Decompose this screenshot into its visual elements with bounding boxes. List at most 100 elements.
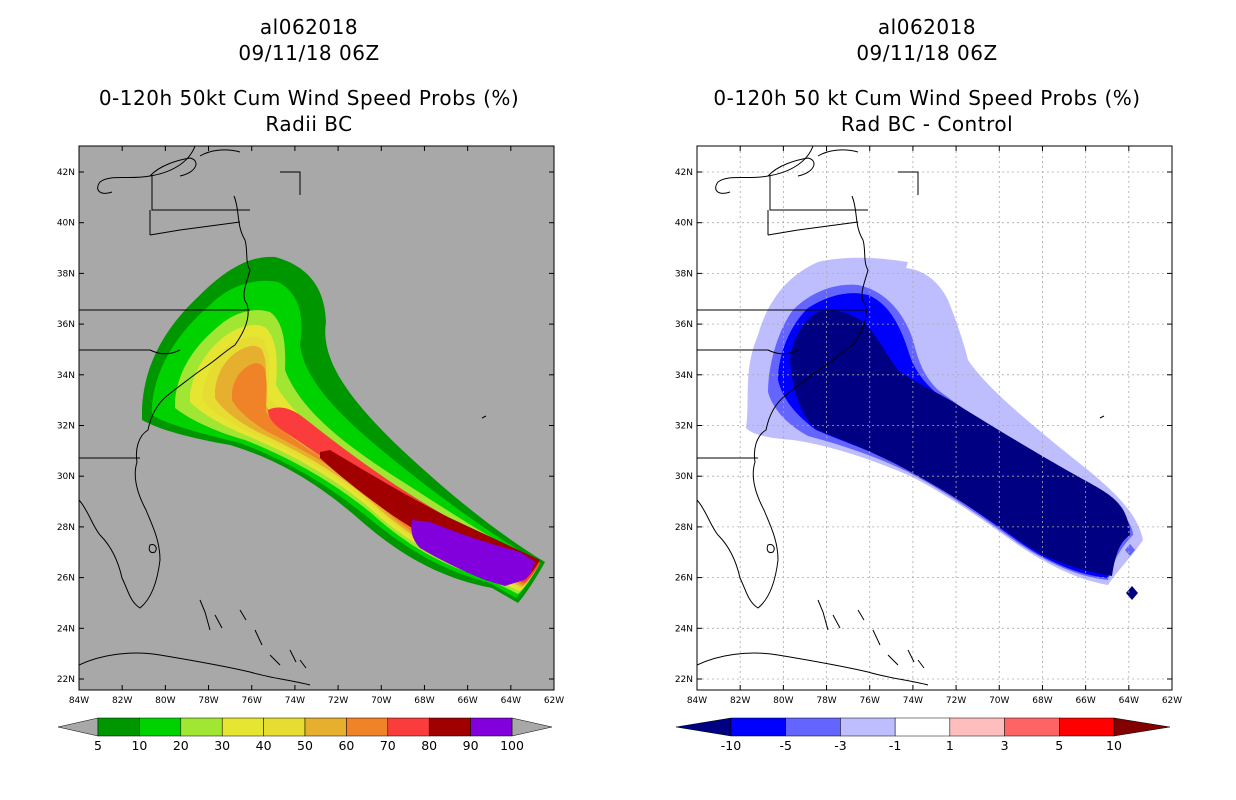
lat-tick-label: 38N bbox=[57, 269, 75, 279]
lat-tick-label: 36N bbox=[675, 320, 693, 330]
colorbar-label: 30 bbox=[214, 738, 230, 753]
panel-radii-bc: al062018 09/11/18 06Z 0-120h 50kt Cum Wi… bbox=[0, 14, 618, 753]
lon-tick-label: 62W bbox=[1162, 696, 1182, 706]
us-inland-borders bbox=[697, 171, 919, 459]
contour-minus-10 bbox=[790, 310, 1130, 576]
colorbar-label: 50 bbox=[297, 738, 313, 753]
cuba-coast bbox=[79, 652, 311, 686]
lat-tick-label: 32N bbox=[675, 422, 693, 432]
colorbar-label: 40 bbox=[256, 738, 272, 753]
lat-tick-label: 32N bbox=[57, 422, 75, 432]
colorbar-swatch bbox=[1004, 717, 1060, 737]
title-block: al062018 09/11/18 06Z 0-120h 50 kt Cum W… bbox=[618, 14, 1236, 137]
datetime: 09/11/18 06Z bbox=[856, 41, 998, 65]
great-lakes bbox=[149, 149, 241, 177]
lon-tick-label: 82W bbox=[730, 696, 750, 706]
colorbar-swatch bbox=[221, 717, 264, 737]
lon-tick-label: 74W bbox=[285, 696, 305, 706]
colorbar-label: 100 bbox=[500, 738, 524, 753]
lon-tick-label: 84W bbox=[687, 696, 707, 706]
datetime: 09/11/18 06Z bbox=[238, 41, 380, 65]
colorbar-label: 10 bbox=[1106, 738, 1122, 753]
colorbar-swatch bbox=[785, 717, 841, 737]
difference-contours bbox=[746, 257, 1143, 600]
colorbar-swatch bbox=[894, 717, 951, 737]
lat-tick-label: 28N bbox=[675, 523, 693, 533]
lon-tick-label: 68W bbox=[414, 696, 434, 706]
storm-id: al062018 bbox=[877, 15, 977, 39]
lon-tick-label: 66W bbox=[457, 696, 477, 706]
colorbar-right-arrow bbox=[511, 717, 553, 737]
plot-title: 0-120h 50kt Cum Wind Speed Probs (%) bbox=[98, 86, 520, 110]
colorbar-label: -3 bbox=[834, 738, 846, 753]
colorbar-swatch bbox=[139, 717, 182, 737]
colorbar-label: -10 bbox=[721, 738, 741, 753]
colorbar-label: 60 bbox=[338, 738, 354, 753]
lon-tick-label: 82W bbox=[112, 696, 132, 706]
colorbar-label: -5 bbox=[779, 738, 791, 753]
colorbar-swatch bbox=[949, 717, 1005, 737]
axis-ticks: 42N 40N 38N 36N 34N 32N 30N 28N 26N 24N 22N 84W 82W 8… bbox=[675, 146, 1182, 706]
great-lakes bbox=[767, 149, 859, 177]
grid-lines bbox=[697, 146, 1172, 690]
lat-tick-label: 40N bbox=[57, 219, 75, 229]
coastlines bbox=[79, 146, 487, 686]
probability-contours bbox=[142, 256, 545, 603]
lat-tick-label: 24N bbox=[57, 624, 75, 634]
us-inland-borders bbox=[79, 171, 301, 459]
panel-rad-bc-control: al062018 09/11/18 06Z 0-120h 50 kt Cum W… bbox=[618, 0, 1236, 800]
lat-tick-label: 28N bbox=[57, 523, 75, 533]
bermuda bbox=[1099, 415, 1105, 419]
lat-tick-label: 24N bbox=[675, 624, 693, 634]
colorbar-swatch bbox=[1059, 717, 1115, 737]
map-svg: 42N 40N 38N 36N 34N 32N 30N 28N 26N 24N 22N 84W 82W 8… bbox=[675, 145, 1182, 753]
title-block: al062018 09/11/18 06Z 0-120h 50kt Cum Wi… bbox=[0, 14, 618, 137]
colorbar-right-arrow bbox=[1113, 717, 1171, 737]
lat-tick-label: 30N bbox=[57, 472, 75, 482]
lon-tick-label: 64W bbox=[501, 696, 521, 706]
lon-tick-label: 78W bbox=[816, 696, 836, 706]
bermuda bbox=[481, 415, 487, 419]
lon-tick-label: 62W bbox=[544, 696, 564, 706]
colorbar-swatch bbox=[346, 717, 389, 737]
us-east-coastline bbox=[697, 146, 869, 609]
contour-90 bbox=[411, 520, 535, 586]
lon-tick-label: 74W bbox=[903, 696, 923, 706]
lat-tick-label: 38N bbox=[675, 269, 693, 279]
colorbar-label: 80 bbox=[421, 738, 437, 753]
lon-tick-label: 80W bbox=[155, 696, 175, 706]
colorbar-label: 90 bbox=[463, 738, 479, 753]
colorbar-label: -1 bbox=[889, 738, 901, 753]
colorbar-label: 3 bbox=[1001, 738, 1009, 753]
colorbar-swatch bbox=[387, 717, 430, 737]
lon-tick-label: 68W bbox=[1032, 696, 1052, 706]
lat-tick-label: 36N bbox=[57, 320, 75, 330]
difference-spot-minus-3 bbox=[1125, 544, 1135, 556]
lon-tick-label: 76W bbox=[242, 696, 262, 706]
colorbar-label: 1 bbox=[946, 738, 954, 753]
colorbar-swatch bbox=[428, 717, 471, 737]
lon-tick-label: 70W bbox=[371, 696, 391, 706]
plot-title: 0-120h 50 kt Cum Wind Speed Probs (%) bbox=[713, 86, 1141, 110]
colorbar-label: 5 bbox=[1055, 738, 1063, 753]
map-frame bbox=[78, 145, 555, 691]
lat-tick-label: 22N bbox=[675, 675, 693, 685]
colorbar-swatch bbox=[180, 717, 223, 737]
lat-tick-label: 34N bbox=[675, 371, 693, 381]
lat-tick-label: 30N bbox=[675, 472, 693, 482]
lon-tick-label: 70W bbox=[989, 696, 1009, 706]
map-frame bbox=[696, 145, 1173, 691]
colorbar-swatch bbox=[263, 717, 306, 737]
map-svg: 42N 40N 38N 36N 34N 32N 30N 28N 26N 24N 22N 84W 82W 8… bbox=[57, 145, 564, 753]
coastlines bbox=[697, 146, 1105, 686]
lon-tick-label: 76W bbox=[860, 696, 880, 706]
colorbar-swatch bbox=[840, 717, 896, 737]
colorbar-label: 70 bbox=[380, 738, 396, 753]
lon-tick-label: 84W bbox=[69, 696, 89, 706]
lat-tick-label: 40N bbox=[675, 219, 693, 229]
colorbar-left-arrow bbox=[57, 717, 99, 737]
lat-tick-label: 34N bbox=[57, 371, 75, 381]
lon-tick-label: 78W bbox=[198, 696, 218, 706]
colorbar-swatch bbox=[304, 717, 347, 737]
lon-tick-label: 72W bbox=[946, 696, 966, 706]
